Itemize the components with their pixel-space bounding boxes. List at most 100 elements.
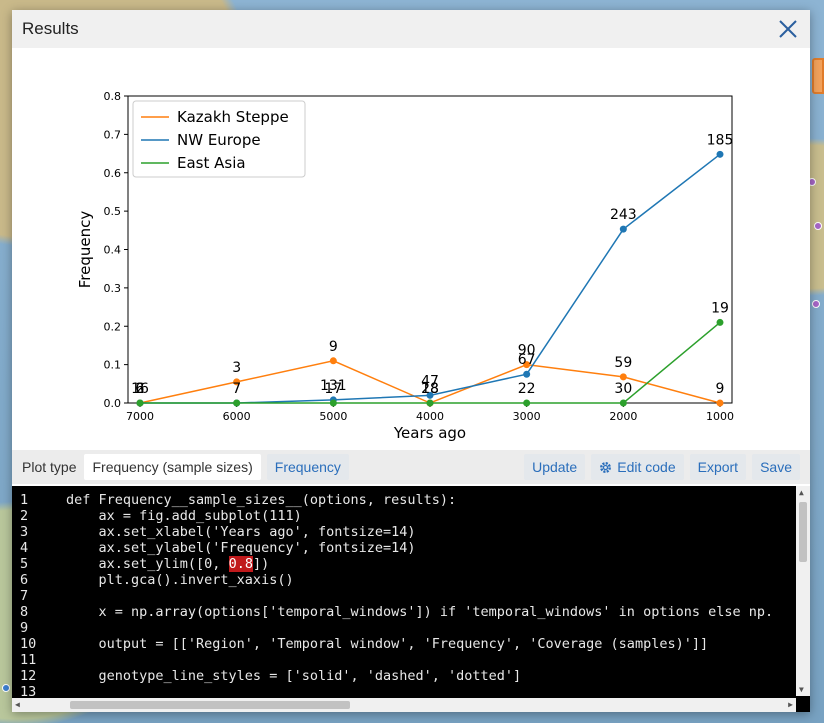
x-tick-label: 7000 xyxy=(126,410,154,423)
line-number: 12 xyxy=(20,668,37,684)
data-label: 17 xyxy=(324,381,342,397)
code-text-segment: genotype_line_styles = ['solid', 'dashed… xyxy=(66,668,522,684)
horizontal-scroll-thumb[interactable] xyxy=(70,701,350,709)
legend-label: East Asia xyxy=(177,154,246,172)
y-tick-label: 0.1 xyxy=(104,359,122,372)
code-line[interactable]: 7 xyxy=(12,588,810,604)
code-text: ax.set_ylabel('Frequency', fontsize=14) xyxy=(56,540,416,556)
data-label: 2 xyxy=(136,381,145,397)
line-number: 1 xyxy=(20,492,29,508)
data-point xyxy=(426,399,434,407)
results-dialog: Results 0.0 0.1 0.2 0.3 0.4 0.5 0.6 0.7 0.8 7000 6… xyxy=(12,10,810,712)
y-tick-label: 0.0 xyxy=(104,397,122,410)
edit-code-button[interactable]: Edit code xyxy=(591,454,684,480)
code-line[interactable]: 6 plt.gca().invert_xaxis() xyxy=(12,572,810,588)
code-line[interactable]: 11 xyxy=(12,652,810,668)
legend-box xyxy=(132,100,306,178)
close-icon xyxy=(779,20,797,38)
code-line[interactable]: 12 genotype_line_styles = ['solid', 'das… xyxy=(12,668,810,684)
x-tick-label: 3000 xyxy=(513,410,541,423)
code-text-segment: ]) xyxy=(252,556,270,572)
data-point xyxy=(619,399,627,407)
data-point xyxy=(619,373,627,381)
map-sample-point[interactable] xyxy=(812,300,820,308)
code-text xyxy=(56,588,66,604)
code-line[interactable]: 4 ax.set_ylabel('Frequency', fontsize=14… xyxy=(12,540,810,556)
data-label: 131 xyxy=(320,378,347,394)
x-axis-label: Years ago xyxy=(393,424,466,442)
export-button-label: Export xyxy=(697,459,739,475)
code-line[interactable]: 3 ax.set_xlabel('Years ago', fontsize=14… xyxy=(12,524,810,540)
code-line[interactable]: 10 output = [['Region', 'Temporal window… xyxy=(12,636,810,652)
vertical-scrollbar[interactable]: ▲ ▼ xyxy=(796,486,810,696)
y-tick-label: 0.7 xyxy=(104,128,122,141)
scroll-left-icon[interactable]: ◀ xyxy=(15,700,20,709)
line-number: 13 xyxy=(20,684,37,700)
line-number: 4 xyxy=(20,540,29,556)
save-button[interactable]: Save xyxy=(752,454,800,480)
code-line[interactable]: 8 x = np.array(options['temporal_windows… xyxy=(12,604,810,620)
scroll-up-icon[interactable]: ▲ xyxy=(799,488,804,497)
data-label: 18 xyxy=(421,381,439,397)
data-point xyxy=(426,391,434,399)
line-number: 7 xyxy=(20,588,29,604)
series-line xyxy=(140,153,721,404)
data-point xyxy=(523,370,531,378)
line-number: 9 xyxy=(20,620,29,636)
horizontal-scrollbar[interactable]: ◀ ▶ xyxy=(12,698,796,712)
map-region-marker[interactable] xyxy=(812,58,824,94)
code-editor[interactable]: 1 def Frequency__sample_sizes__(options, … xyxy=(12,486,810,712)
data-label: 7 xyxy=(232,381,241,397)
code-line[interactable]: 2 ax = fig.add_subplot(111) xyxy=(12,508,810,524)
code-text-segment: ax.set_xlabel('Years ago', fontsize=14) xyxy=(66,524,416,540)
data-label: 3 xyxy=(232,360,241,376)
scroll-down-icon[interactable]: ▼ xyxy=(799,685,804,694)
code-text: x = np.array(options['temporal_windows']… xyxy=(56,604,774,620)
vertical-scroll-thumb[interactable] xyxy=(799,502,807,562)
y-tick-label: 0.6 xyxy=(104,167,122,180)
code-text: ax = fig.add_subplot(111) xyxy=(56,508,302,524)
data-point xyxy=(523,361,531,369)
line-number: 6 xyxy=(20,572,29,588)
y-tick-label: 0.5 xyxy=(104,205,122,218)
line-number: 8 xyxy=(20,604,29,620)
y-tick-label: 0.8 xyxy=(104,90,122,103)
code-line[interactable]: 1 def Frequency__sample_sizes__(options, … xyxy=(12,492,810,508)
x-tick-label: 4000 xyxy=(416,410,444,423)
code-line[interactable]: 13 xyxy=(12,684,810,700)
close-button[interactable] xyxy=(776,17,800,41)
code-text: genotype_line_styles = ['solid', 'dashed… xyxy=(56,668,522,684)
data-label: 30 xyxy=(614,381,632,397)
update-button[interactable]: Update xyxy=(524,454,586,480)
code-text: def Frequency__sample_sizes__(options, r… xyxy=(56,492,456,508)
map-sample-point[interactable] xyxy=(2,684,10,692)
data-label: 67 xyxy=(518,352,536,368)
data-label: 28 xyxy=(421,381,439,397)
data-point xyxy=(233,378,241,386)
code-text-segment: x = np.array(options['temporal_windows']… xyxy=(66,604,774,620)
x-tick-label: 5000 xyxy=(319,410,347,423)
tab-frequency[interactable]: Frequency xyxy=(266,454,349,480)
plot-toolbar: Plot type Frequency (sample sizes) Frequ… xyxy=(12,450,810,484)
legend-label: Kazakh Steppe xyxy=(177,108,289,126)
data-label: 19 xyxy=(711,300,729,316)
data-point xyxy=(716,150,724,158)
data-label: 47 xyxy=(421,373,439,389)
code-line[interactable]: 9 xyxy=(12,620,810,636)
code-text-segment: ax.set_ylabel('Frequency', fontsize=14) xyxy=(66,540,416,556)
tab-frequency-sample-sizes[interactable]: Frequency (sample sizes) xyxy=(84,454,261,480)
data-label: 243 xyxy=(610,207,637,223)
data-point xyxy=(329,399,337,407)
chart-area: 0.0 0.1 0.2 0.3 0.4 0.5 0.6 0.7 0.8 7000 6000 5000 4… xyxy=(12,48,810,448)
legend-label: NW Europe xyxy=(177,131,261,149)
x-tick-label: 1000 xyxy=(706,410,734,423)
code-line[interactable]: 5 ax.set_ylim([0, 0.8]) xyxy=(12,556,810,572)
data-point xyxy=(523,399,531,407)
scroll-right-icon[interactable]: ▶ xyxy=(788,700,793,709)
y-axis-label: Frequency xyxy=(76,211,94,289)
export-button[interactable]: Export xyxy=(689,454,747,480)
data-label: 9 xyxy=(329,339,338,355)
line-number: 11 xyxy=(20,652,37,668)
data-point xyxy=(329,357,337,365)
map-sample-point[interactable] xyxy=(814,222,822,230)
